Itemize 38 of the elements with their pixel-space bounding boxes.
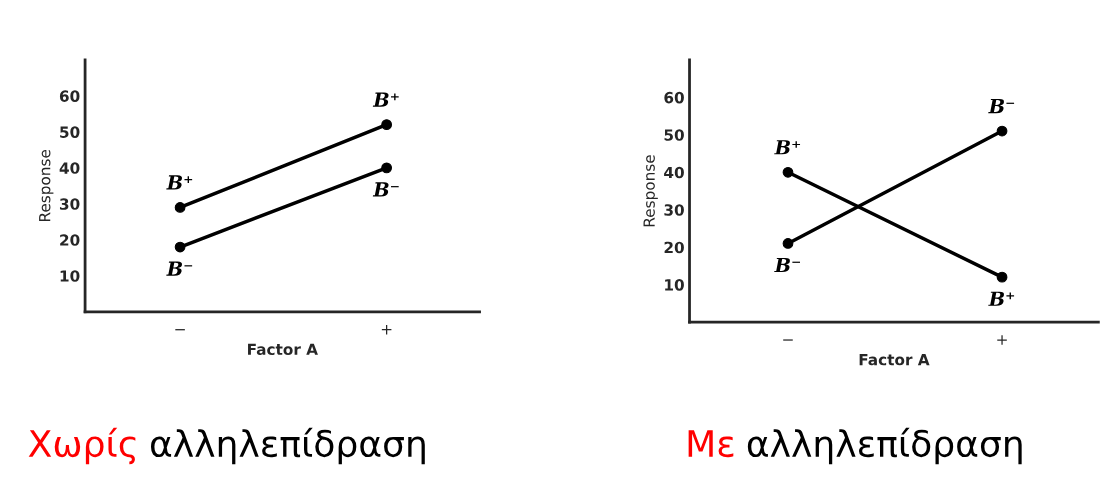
y-tick-label: 60	[59, 90, 80, 102]
point	[996, 271, 1008, 283]
point	[996, 125, 1008, 137]
text: Χωρίς αλληλεπίδραση	[28, 427, 425, 465]
x-axis-title: Factor A	[248, 343, 318, 356]
y-tick-label: 40	[664, 166, 684, 179]
x-tick-label: +	[997, 335, 1007, 345]
x-tick-label: +	[381, 324, 392, 335]
y-tick-label: 50	[664, 129, 684, 141]
point	[381, 162, 393, 174]
y-tick-label: 60	[664, 91, 684, 104]
y-tick-label: 30	[664, 204, 684, 216]
y-tick-label: 20	[664, 241, 684, 254]
point	[174, 202, 186, 213]
series-label: B⁺	[166, 175, 193, 190]
text: B⁻	[988, 98, 1015, 114]
point	[782, 238, 794, 249]
x-axis-title: Factor A	[859, 354, 930, 366]
y-tick-label: 20	[60, 234, 80, 246]
y-tick-label: 10	[665, 279, 684, 291]
text: Με αλληλεπίδραση	[688, 427, 1022, 465]
y-tick-label: 40	[59, 162, 80, 174]
y-tick-label: 50	[60, 126, 80, 138]
y-axis-title: Response	[39, 149, 54, 222]
text: B⁺	[774, 140, 801, 155]
x-tick-label: −	[783, 339, 793, 341]
series-label: B⁺	[988, 291, 1015, 306]
text: B⁺	[372, 92, 399, 107]
point	[174, 241, 186, 253]
y-tick-label: 10	[60, 270, 80, 282]
series-label: B⁻	[774, 257, 801, 273]
series-label: B⁻	[372, 182, 399, 197]
x-tick-label: −	[175, 329, 185, 331]
point	[381, 119, 393, 131]
text: B⁻	[166, 261, 193, 276]
y-tick-label: 30	[59, 198, 80, 210]
point	[782, 166, 794, 178]
y-axis-title: Response	[643, 155, 658, 227]
